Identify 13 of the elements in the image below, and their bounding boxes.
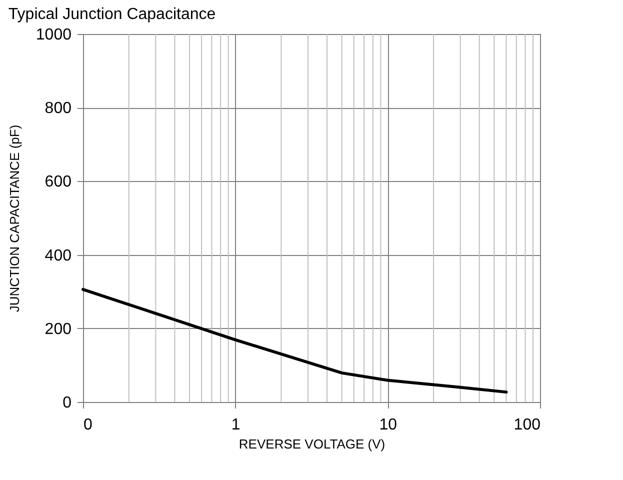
x-tick-label: 1 <box>231 416 240 434</box>
y-tick-label: 400 <box>44 247 72 264</box>
y-tick-label: 200 <box>44 320 72 338</box>
y-tick-label: 0 <box>62 394 72 412</box>
y-axis-title: JUNCTION CAPACITANCE (pF) <box>6 124 22 312</box>
y-tick-label: 800 <box>44 100 72 118</box>
x-tick-label: 10 <box>379 416 398 434</box>
y-tick-label: 1000 <box>36 26 72 44</box>
y-tick-label: 600 <box>44 174 72 191</box>
x-tick-label: 0 <box>84 416 92 434</box>
chart-title: Typical Junction Capacitance <box>8 6 216 23</box>
x-tick-label: 100 <box>514 416 541 434</box>
x-axis-title: REVERSE VOLTAGE (V) <box>238 436 386 452</box>
